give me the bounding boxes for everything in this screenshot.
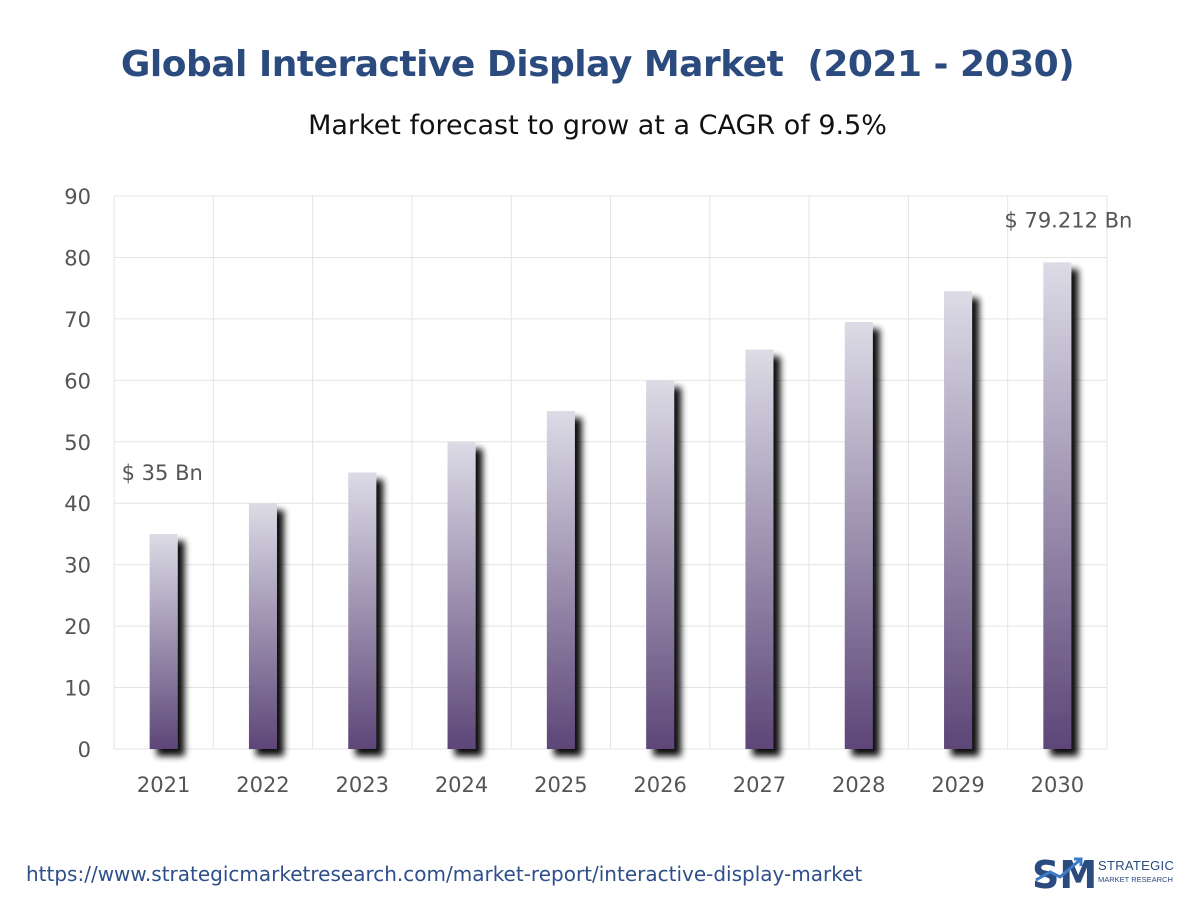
x-axis: 2021 2022 2023 2024 2025 2026 2027 2028 2029 2030 <box>137 773 1084 797</box>
x-tick-label: 2021 <box>137 773 190 797</box>
y-tick-label: 70 <box>64 308 91 332</box>
chart-subtitle: Market forecast to grow at a CAGR of 9.5… <box>308 110 887 141</box>
y-tick-label: 40 <box>64 492 91 516</box>
bar-2030 <box>1043 262 1072 749</box>
company-logo: SM STRATEGIC MARKET RESEARCH <box>1030 850 1180 894</box>
bar-2024 <box>447 441 476 749</box>
grid-lines <box>113 195 1108 750</box>
y-tick-label: 20 <box>64 615 91 639</box>
logo-text-market-research: MARKET RESEARCH <box>1098 875 1173 884</box>
x-tick-label: 2023 <box>336 773 389 797</box>
x-tick-label: 2027 <box>733 773 786 797</box>
sm-logo-icon: SM <box>1032 853 1094 894</box>
y-tick-label: 50 <box>64 431 91 455</box>
logo-text-strategic: STRATEGIC <box>1098 858 1175 873</box>
bars <box>149 262 1072 749</box>
bar-2021 <box>149 533 178 749</box>
x-tick-label: 2029 <box>931 773 984 797</box>
data-label-2021: $ 35 Bn <box>122 461 203 485</box>
bar-2023 <box>348 472 377 749</box>
y-tick-label: 30 <box>64 554 91 578</box>
bar-2022 <box>248 503 277 749</box>
chart-title: Global Interactive Display Market (2021 … <box>120 44 1075 85</box>
y-axis: 0 10 20 30 40 50 60 70 80 90 <box>64 185 91 762</box>
source-url-link[interactable]: https://www.strategicmarketresearch.com/… <box>26 862 863 886</box>
bar-2025 <box>546 411 575 749</box>
y-tick-label: 60 <box>64 369 91 393</box>
y-tick-label: 90 <box>64 185 91 209</box>
x-tick-label: 2030 <box>1031 773 1084 797</box>
y-tick-label: 10 <box>64 677 91 701</box>
x-tick-label: 2022 <box>236 773 289 797</box>
x-tick-label: 2024 <box>435 773 488 797</box>
data-label-2030: $ 79.212 Bn <box>1004 208 1132 232</box>
data-labels: $ 35 Bn $ 79.212 Bn <box>122 208 1133 485</box>
bar-2027 <box>745 349 774 749</box>
bar-2028 <box>844 321 873 749</box>
bar-2026 <box>646 380 675 749</box>
y-tick-label: 0 <box>78 738 91 762</box>
x-tick-label: 2028 <box>832 773 885 797</box>
y-tick-label: 80 <box>64 246 91 270</box>
bar-2029 <box>944 291 973 749</box>
x-tick-label: 2026 <box>633 773 686 797</box>
x-tick-label: 2025 <box>534 773 587 797</box>
